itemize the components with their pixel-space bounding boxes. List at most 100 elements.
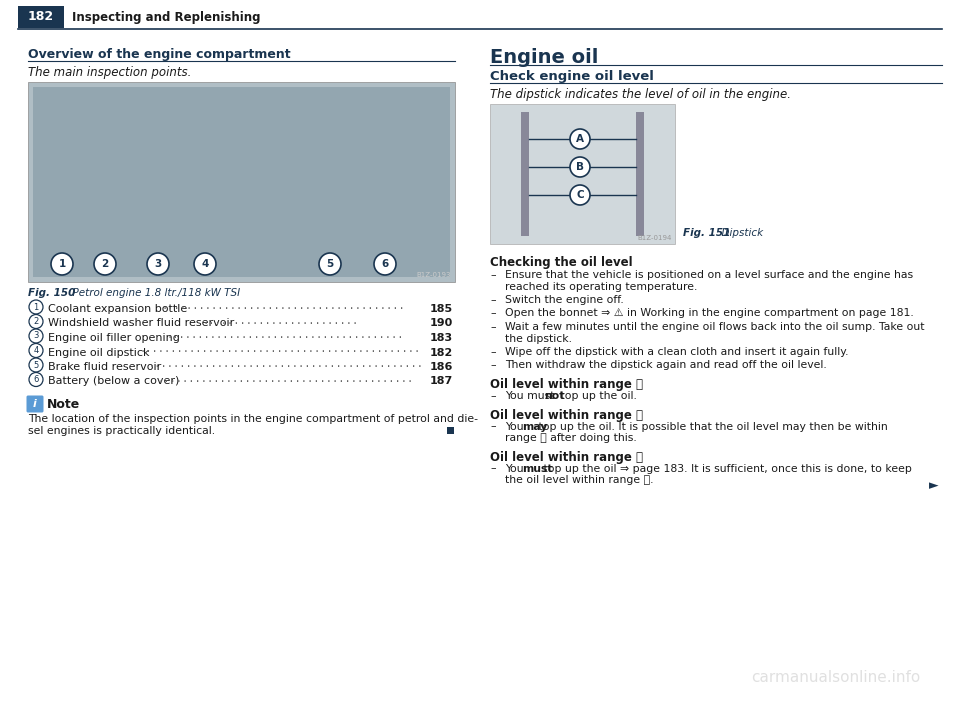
Bar — [636, 112, 644, 236]
Text: Oil level within range Ⓐ: Oil level within range Ⓐ — [490, 378, 643, 391]
Text: 187: 187 — [430, 377, 453, 387]
Text: 186: 186 — [430, 362, 453, 372]
Text: Switch the engine off.: Switch the engine off. — [505, 295, 624, 305]
Text: Oil level within range Ⓑ: Oil level within range Ⓑ — [490, 408, 643, 422]
Text: may: may — [522, 422, 547, 432]
Text: Fig. 150: Fig. 150 — [28, 288, 76, 298]
Text: Check engine oil level: Check engine oil level — [490, 70, 654, 83]
Text: not: not — [543, 391, 564, 401]
Text: carmanualsonline.info: carmanualsonline.info — [751, 670, 920, 685]
Text: The location of the inspection points in the engine compartment of petrol and di: The location of the inspection points in… — [28, 414, 478, 424]
Text: You: You — [505, 422, 527, 432]
Bar — [28, 82, 455, 282]
Circle shape — [570, 129, 590, 149]
Text: –: – — [490, 309, 495, 318]
Bar — [490, 104, 675, 244]
Bar — [521, 112, 529, 236]
Circle shape — [51, 253, 73, 275]
Text: The main inspection points.: The main inspection points. — [28, 66, 191, 79]
Text: the oil level within range Ⓑ.: the oil level within range Ⓑ. — [505, 475, 654, 485]
Circle shape — [29, 358, 43, 372]
Text: Oil level within range Ⓒ: Oil level within range Ⓒ — [490, 451, 643, 463]
Circle shape — [29, 300, 43, 314]
Text: reached its operating temperature.: reached its operating temperature. — [505, 281, 697, 292]
Circle shape — [374, 253, 396, 275]
Text: must: must — [522, 463, 553, 474]
Text: 183: 183 — [430, 333, 453, 343]
Text: 2: 2 — [102, 259, 108, 269]
Text: .............................................: ........................................… — [139, 344, 420, 354]
Text: –: – — [490, 391, 495, 401]
Text: B1Z-0194: B1Z-0194 — [637, 235, 672, 241]
Circle shape — [29, 344, 43, 358]
FancyBboxPatch shape — [27, 396, 43, 413]
Text: .........................: ......................... — [203, 316, 359, 325]
Text: 1: 1 — [34, 302, 38, 311]
Text: –: – — [490, 295, 495, 305]
Text: Petrol engine 1.8 ltr./118 kW TSI: Petrol engine 1.8 ltr./118 kW TSI — [66, 288, 240, 298]
Text: range Ⓐ after doing this.: range Ⓐ after doing this. — [505, 433, 636, 443]
Text: 6: 6 — [34, 375, 38, 384]
Circle shape — [147, 253, 169, 275]
Text: You must: You must — [505, 391, 558, 401]
Circle shape — [570, 185, 590, 205]
Text: 3: 3 — [155, 259, 161, 269]
Text: –: – — [490, 322, 495, 332]
Bar — [33, 87, 450, 277]
Circle shape — [194, 253, 216, 275]
Text: top up the oil ⇒ page 183. It is sufficient, once this is done, to keep: top up the oil ⇒ page 183. It is suffici… — [540, 463, 912, 474]
Circle shape — [29, 329, 43, 343]
Text: 2: 2 — [34, 317, 38, 326]
Text: Fig. 151: Fig. 151 — [683, 228, 731, 238]
Text: You: You — [505, 463, 527, 474]
Bar — [18, 6, 64, 28]
Text: Battery (below a cover): Battery (below a cover) — [48, 377, 182, 387]
Text: Dipstick: Dipstick — [715, 228, 763, 238]
Text: Wipe off the dipstick with a clean cloth and insert it again fully.: Wipe off the dipstick with a clean cloth… — [505, 347, 849, 357]
Text: A: A — [576, 134, 584, 144]
Text: 190: 190 — [430, 318, 453, 328]
Text: .......................................: ....................................... — [161, 301, 405, 311]
Text: B: B — [576, 162, 584, 172]
Text: –: – — [490, 347, 495, 357]
Text: Brake fluid reservoir: Brake fluid reservoir — [48, 362, 165, 372]
Text: Engine oil: Engine oil — [490, 48, 598, 67]
Text: 1: 1 — [59, 259, 65, 269]
Text: The dipstick indicates the level of oil in the engine.: The dipstick indicates the level of oil … — [490, 88, 791, 101]
Text: ►: ► — [929, 479, 939, 492]
Text: –: – — [490, 270, 495, 280]
Text: C: C — [576, 190, 584, 200]
Text: ............................................: ........................................… — [148, 359, 423, 369]
Text: Open the bonnet ⇒ ⚠ in Working in the engine compartment on page 181.: Open the bonnet ⇒ ⚠ in Working in the en… — [505, 309, 914, 318]
Text: Coolant expansion bottle: Coolant expansion bottle — [48, 304, 191, 314]
Circle shape — [570, 157, 590, 177]
Text: top up the oil.: top up the oil. — [557, 391, 636, 401]
Text: –: – — [490, 422, 495, 432]
Text: Engine oil dipstick: Engine oil dipstick — [48, 347, 153, 358]
Text: Checking the oil level: Checking the oil level — [490, 256, 633, 269]
Text: 5: 5 — [34, 361, 38, 370]
Text: 3: 3 — [34, 332, 38, 340]
Text: B1Z-0193: B1Z-0193 — [417, 272, 451, 278]
Circle shape — [94, 253, 116, 275]
Bar — [447, 427, 454, 434]
Text: Overview of the engine compartment: Overview of the engine compartment — [28, 48, 291, 61]
Circle shape — [29, 373, 43, 387]
Circle shape — [29, 314, 43, 328]
Text: Ensure that the vehicle is positioned on a level surface and the engine has: Ensure that the vehicle is positioned on… — [505, 270, 913, 280]
Text: Note: Note — [47, 398, 81, 411]
Text: the dipstick.: the dipstick. — [505, 333, 572, 344]
Text: top up the oil. It is possible that the oil level may then be within: top up the oil. It is possible that the … — [536, 422, 888, 432]
Text: 4: 4 — [202, 259, 208, 269]
Text: 4: 4 — [34, 346, 38, 355]
Text: 182: 182 — [430, 347, 453, 358]
Text: ......................................: ...................................... — [166, 330, 404, 340]
Text: 182: 182 — [28, 11, 54, 23]
Circle shape — [319, 253, 341, 275]
Text: i: i — [33, 399, 36, 409]
Text: Windshield washer fluid reservoir: Windshield washer fluid reservoir — [48, 318, 238, 328]
Text: Inspecting and Replenishing: Inspecting and Replenishing — [72, 11, 260, 23]
Text: 6: 6 — [381, 259, 389, 269]
Text: .........................................: ........................................… — [157, 373, 414, 384]
Text: 5: 5 — [326, 259, 334, 269]
